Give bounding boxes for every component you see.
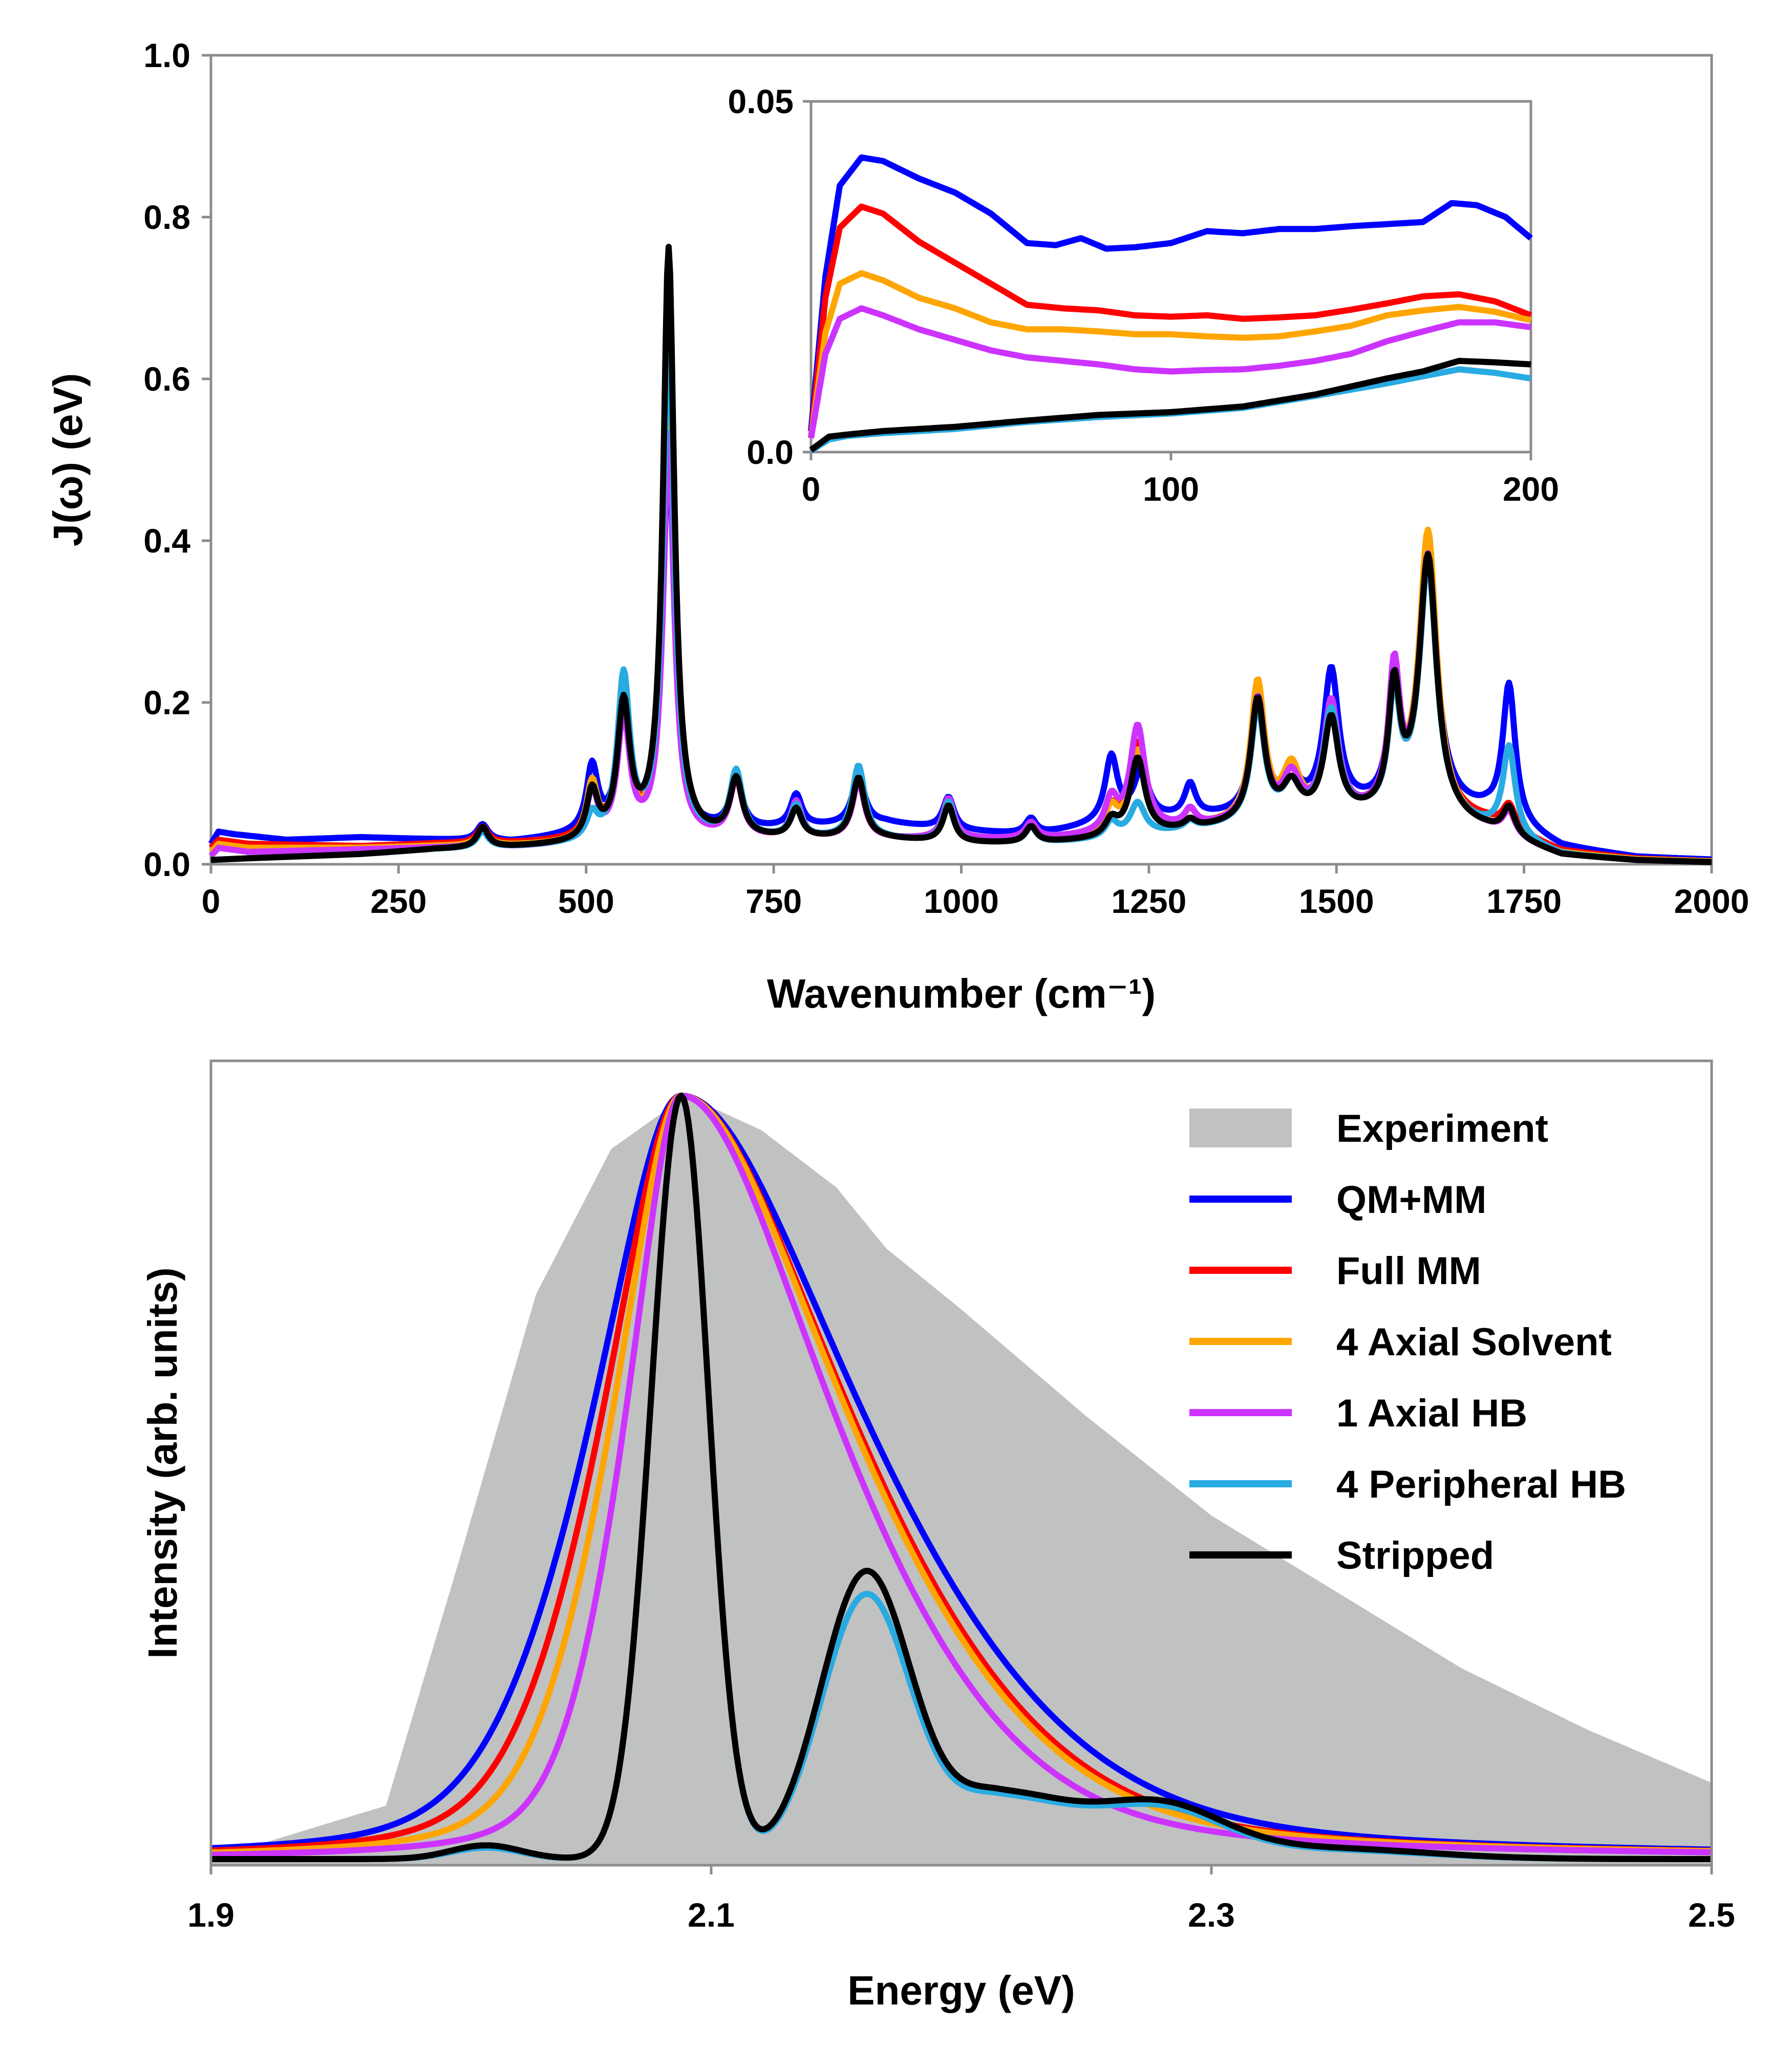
legend-item: Full MM <box>1189 1249 1481 1293</box>
legend-label: Experiment <box>1336 1107 1548 1150</box>
inset-background <box>811 101 1531 452</box>
x-tick-label: 2.5 <box>1688 1896 1735 1934</box>
inset-panel: 0 100 200 0.0 0.05 <box>728 82 1560 508</box>
legend-item: 1 Axial HB <box>1189 1392 1527 1435</box>
x-axis-title: Wavenumber (cm⁻¹) <box>767 971 1156 1016</box>
x-tick-label: 2000 <box>1674 882 1750 920</box>
legend-label: 4 Peripheral HB <box>1336 1463 1626 1506</box>
legend-item: 4 Peripheral HB <box>1189 1463 1626 1506</box>
y-tick-label: 1.0 <box>143 36 190 74</box>
inset-series-line-3 <box>808 305 1531 439</box>
x-tick-label: 250 <box>370 882 426 920</box>
x-tick-label: 1500 <box>1299 882 1374 920</box>
legend-item: Experiment <box>1189 1107 1548 1150</box>
legend: Experiment QM+MM Full MM 4 Axial Solvent 1 A… <box>1189 1107 1626 1577</box>
inset-series-line-0 <box>808 154 1533 432</box>
x-tick-label: 1250 <box>1111 882 1186 920</box>
legend-label: QM+MM <box>1336 1178 1486 1222</box>
series-line-0 <box>208 444 1714 863</box>
legend-item: QM+MM <box>1189 1178 1486 1222</box>
x-tick-label: 2.1 <box>688 1896 735 1934</box>
inset-series-line-1 <box>808 203 1532 439</box>
legend-label: Full MM <box>1336 1249 1481 1293</box>
spectrum-panel: 1.9 2.1 2.3 2.5 Energy (eV) Intensity (arb. u… <box>140 1059 1735 2013</box>
x-tick-label: 2.3 <box>1188 1896 1235 1934</box>
y-axis-title: Intensity (arb. units) <box>140 1267 185 1659</box>
legend-item: Stripped <box>1189 1534 1494 1577</box>
y-tick-label: 0.8 <box>143 198 190 236</box>
series-line-1-axial-hb <box>210 1093 1713 1858</box>
inset-x-tick-label: 200 <box>1503 470 1559 508</box>
x-tick-label: 750 <box>745 882 802 920</box>
series-area-experiment <box>211 1096 1712 1865</box>
y-tick-label: 0.2 <box>143 684 190 721</box>
inset-x-tick-label: 0 <box>802 470 821 508</box>
x-tick-label: 0 <box>202 882 221 920</box>
inset-x-tick-label: 100 <box>1143 470 1199 508</box>
x-tick-label: 500 <box>558 882 614 920</box>
legend-swatch <box>1189 1108 1292 1147</box>
y-tick-label: 0.6 <box>143 360 190 398</box>
inset-series-line-5 <box>809 357 1531 453</box>
inset-y-tick-label: 0.0 <box>746 433 794 471</box>
x-tick-label: 1.9 <box>187 1896 234 1934</box>
series-line-3 <box>208 430 1714 865</box>
x-axis-title: Energy (eV) <box>847 1968 1075 2013</box>
legend-label: 4 Axial Solvent <box>1336 1320 1612 1364</box>
legend-label: 1 Axial HB <box>1336 1392 1527 1435</box>
y-axis-title: J(ω) (eV) <box>45 373 91 547</box>
series-line-5 <box>209 244 1714 865</box>
series-line-stripped <box>210 1093 1713 1862</box>
plot-frame <box>209 1059 1713 1867</box>
legend-label: Stripped <box>1336 1534 1494 1577</box>
inset-y-tick-label: 0.05 <box>728 82 794 120</box>
y-tick-label: 0.4 <box>143 522 190 560</box>
y-tick-label: 0.0 <box>143 845 190 883</box>
inset-series-line-2 <box>808 270 1532 439</box>
spectral-density-panel: 0 250 500 750 1000 1250 1500 1750 20000.00.20.40… <box>45 36 1749 1016</box>
x-tick-label: 1750 <box>1486 882 1562 920</box>
legend-item: 4 Axial Solvent <box>1189 1320 1612 1364</box>
x-tick-label: 1000 <box>924 882 999 920</box>
